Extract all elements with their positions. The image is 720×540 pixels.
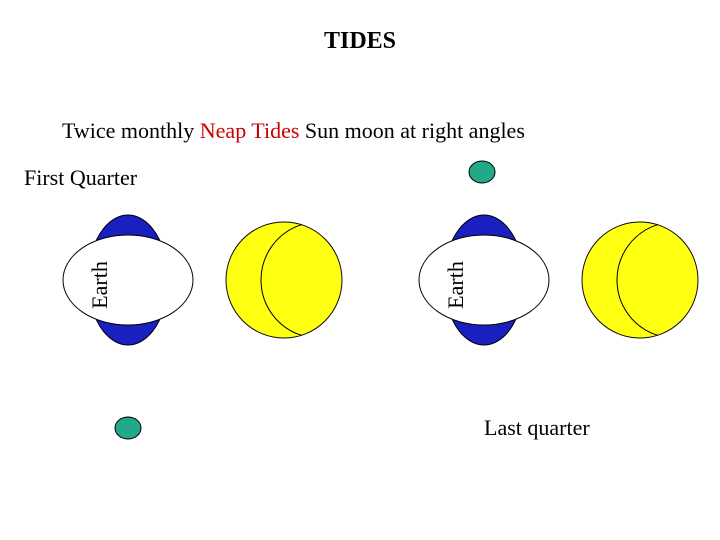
earth-group-1 bbox=[63, 215, 193, 345]
earth-label-1: Earth bbox=[87, 261, 113, 309]
earth-circle-2 bbox=[419, 235, 549, 325]
earth-label-2: Earth bbox=[443, 261, 469, 309]
earth-group-2 bbox=[419, 215, 549, 345]
sun-crescent-2 bbox=[582, 222, 698, 338]
earth-circle-1 bbox=[63, 235, 193, 325]
sun-crescent-1 bbox=[226, 222, 342, 338]
moon-2 bbox=[469, 161, 495, 183]
moon-1 bbox=[115, 417, 141, 439]
